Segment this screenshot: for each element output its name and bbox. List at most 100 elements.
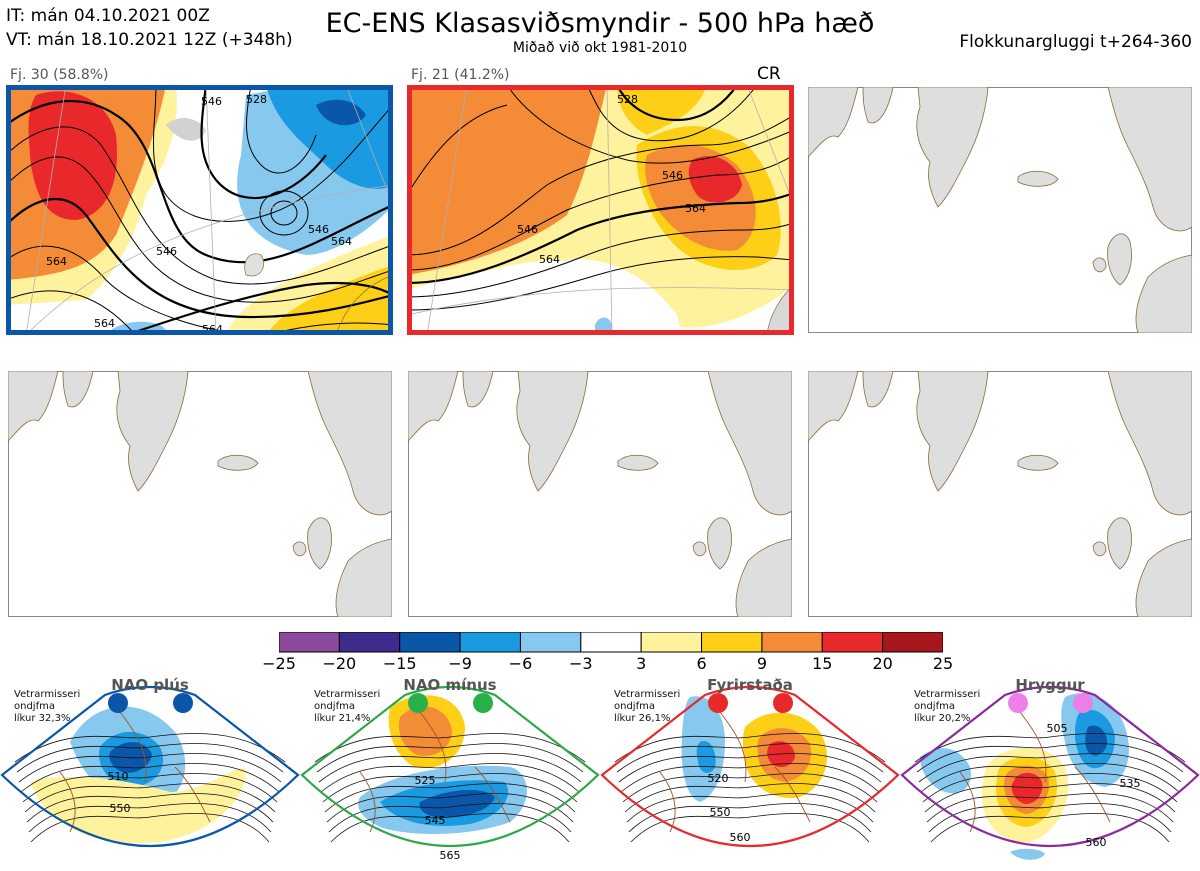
land-europe: [335, 538, 392, 617]
land-canada: [408, 371, 459, 442]
regime-dot-icon: [708, 693, 728, 713]
empty-map-panel: [808, 87, 1192, 333]
land-greenland: [516, 371, 589, 492]
contour-labels: 528 546 564 546 564: [517, 93, 706, 266]
graticule: [407, 85, 794, 335]
regime-contour-label: 560: [730, 831, 751, 844]
regime-name: Hryggur: [1015, 676, 1085, 694]
land-greenland: [116, 371, 189, 492]
regime-frame: [300, 685, 600, 848]
regime-contour-label: 550: [110, 802, 131, 815]
colorbar-tick-label: −9: [448, 654, 472, 673]
regime-name: Fyrirstaða: [707, 676, 793, 694]
regime-dot-icon: [408, 693, 428, 713]
regime-anomaly: [358, 695, 527, 834]
land-scandinavia: [307, 371, 392, 516]
regime-anomaly: [920, 693, 1129, 860]
regime-dot-icon: [173, 693, 193, 713]
regime-stat-line: ondjfma: [314, 701, 355, 712]
empty-map-panel: [408, 371, 792, 617]
cluster-2-border: [407, 85, 794, 335]
regime-contour-label: 520: [708, 772, 729, 785]
regime-stat-line: Vetrarmisseri: [314, 689, 380, 700]
page-subtitle: Miðað við okt 1981-2010: [512, 40, 688, 56]
graticule: [25, 85, 393, 335]
land-baffin: [862, 87, 894, 124]
regime-row: NAO plús Vetrarmisseri ondjfma líkur 32,3% 5…: [0, 672, 1200, 871]
land-baffin: [62, 371, 94, 408]
colorbar-tick-label: −25: [262, 654, 296, 673]
colorbar-tick-label: 9: [756, 654, 767, 673]
land-europe: [735, 538, 792, 617]
anomaly-fill: [6, 85, 393, 335]
regime-contour-label: 535: [1120, 777, 1141, 790]
land-greenland: [916, 371, 989, 492]
regime-contour-label: 545: [425, 814, 446, 827]
cluster-2-contour-label: 546: [517, 223, 538, 236]
cluster-1-contour-label: 546: [156, 245, 177, 258]
colorbar-segment: [882, 631, 944, 653]
regime-frame: [600, 685, 900, 848]
cluster-2-contour-label: 564: [685, 202, 706, 215]
regime-dot-icon: [108, 693, 128, 713]
regime-contour-label: 565: [440, 849, 461, 862]
colorbar-tick-label: 20: [872, 654, 893, 673]
regime-dot-icon: [1008, 693, 1028, 713]
colorbar-tick-label: 3: [636, 654, 647, 673]
cluster-1-contour-label: 546: [308, 223, 329, 236]
regime-stat-line: ondjfma: [914, 701, 955, 712]
cluster-1-contour-label: 564: [94, 317, 115, 330]
colorbar-segment: [278, 631, 340, 653]
empty-map-panel: [808, 371, 1192, 617]
colorbar-segment: [821, 631, 884, 653]
land-baffin: [862, 371, 894, 408]
land-ireland: [292, 541, 307, 557]
cluster-2-contour-label: 564: [539, 253, 560, 266]
land-greenland: [916, 87, 989, 208]
regime-anomaly: [30, 706, 246, 843]
colorbar-tick-label: −20: [322, 654, 357, 673]
regime-stat-line: Vetrarmisseri: [14, 689, 80, 700]
land-masses: [8, 371, 392, 617]
colorbar-segment: [338, 631, 401, 653]
height-contours: [6, 85, 393, 335]
land-britain: [1107, 233, 1132, 286]
land-masses: [808, 371, 1192, 617]
colorbar-segment: [701, 631, 763, 653]
regime-stat-line: líkur 26,1%: [614, 712, 670, 724]
land-ireland: [1092, 541, 1107, 557]
cluster-1-contour-label: 564: [331, 235, 352, 248]
cluster-2-contour-label: 528: [617, 93, 638, 106]
regime-contour-label: 550: [710, 806, 731, 819]
colorbar-tick-label: 6: [696, 654, 707, 673]
land-europe: [1135, 538, 1192, 617]
land-ireland: [692, 541, 707, 557]
cluster-1-contour-label: 546: [201, 95, 222, 108]
regime-frame: [0, 685, 300, 848]
coastlines: [766, 284, 794, 335]
cluster-1-label: Fj. 30 (58.8%): [10, 67, 109, 83]
cluster-window: Flokkunargluggi t+264-360: [959, 32, 1192, 52]
regime-stat-line: ondjfma: [14, 701, 55, 712]
regime-contour-label: 510: [108, 770, 129, 783]
colorbar-segment: [640, 631, 703, 653]
regime-contours: [314, 733, 586, 843]
regime-contour-label: 505: [1047, 722, 1068, 735]
land-britain: [307, 517, 332, 570]
colorbar-tick-label: 25: [932, 654, 954, 673]
colorbar-segment: [519, 631, 582, 653]
valid-time: VT: mán 18.10.2021 12Z (+348h): [6, 30, 293, 50]
regime-frame: [900, 685, 1200, 848]
colorbar-tick-label: −3: [569, 654, 593, 673]
regime-dot-icon: [1073, 693, 1093, 713]
init-time: IT: mán 04.10.2021 00Z: [6, 6, 210, 26]
land-canada: [808, 87, 859, 158]
land-iceland: [217, 454, 259, 471]
land-iceland: [1017, 454, 1059, 471]
cluster-1-contour-label: 528: [246, 93, 267, 106]
regime-name: NAO mínus: [403, 676, 496, 694]
land-scandinavia: [707, 371, 792, 516]
